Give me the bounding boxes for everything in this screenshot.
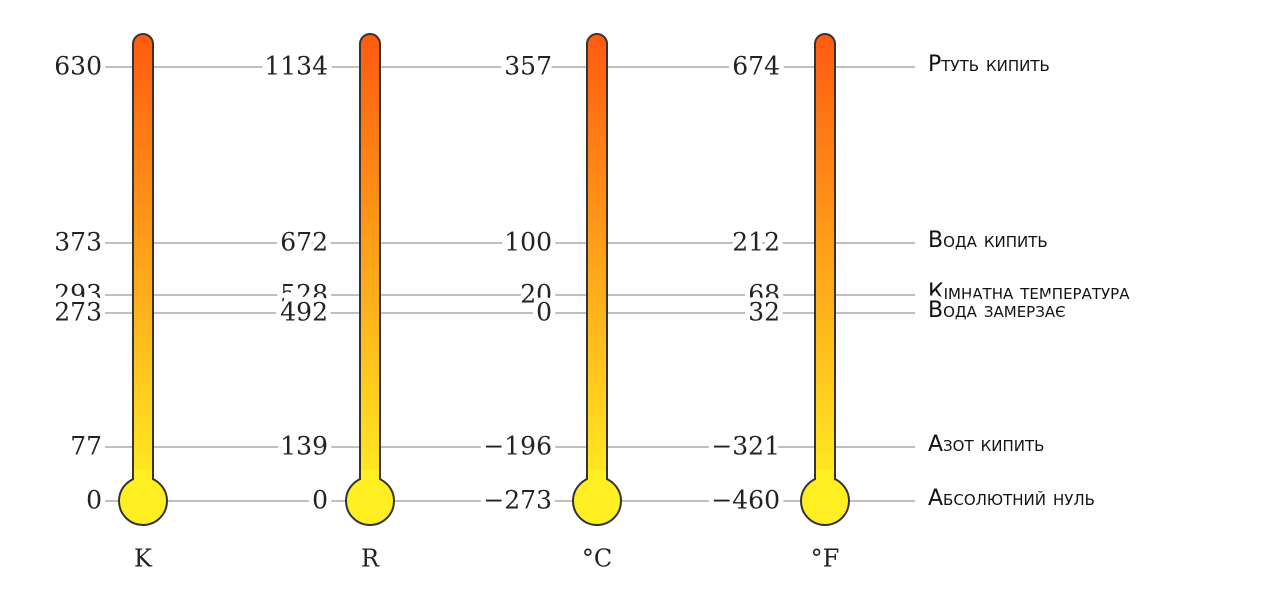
- reading: 212: [732, 228, 780, 257]
- reading: 373: [54, 228, 102, 257]
- point-label: Ртуть кипить: [928, 52, 1050, 77]
- point-label: Вода кипить: [928, 228, 1048, 253]
- reading: 528: [280, 280, 328, 309]
- thermometer-bulb: [345, 476, 395, 526]
- reading: −196: [483, 432, 552, 461]
- thermometer-tube: [132, 33, 154, 495]
- point-label: Азот кипить: [928, 432, 1044, 457]
- reading: −321: [711, 432, 780, 461]
- thermometer-tube: [586, 33, 608, 495]
- reading: 672: [280, 228, 328, 257]
- tube-join: [588, 470, 606, 482]
- unit-label: °F: [811, 545, 840, 573]
- reading: 293: [54, 280, 102, 309]
- reading: 674: [732, 52, 780, 81]
- point-label: Кімнатна температура: [928, 280, 1130, 305]
- reading: −460: [711, 486, 780, 515]
- tube-join: [134, 470, 152, 482]
- thermometer-bulb: [800, 476, 850, 526]
- reading: 273: [54, 298, 102, 327]
- reading: 0: [536, 298, 552, 327]
- thermometer-bulb: [572, 476, 622, 526]
- unit-label: R: [361, 545, 380, 573]
- point-label: Вода замерзає: [928, 298, 1066, 323]
- reading: 492: [280, 298, 328, 327]
- thermometer-bulb: [118, 476, 168, 526]
- reading: 139: [280, 432, 328, 461]
- thermometer-tube: [814, 33, 836, 495]
- reading: 32: [748, 298, 780, 327]
- tube-join: [361, 470, 379, 482]
- point-label: Абсолютний нуль: [928, 486, 1095, 511]
- reading: 68: [748, 280, 780, 309]
- tube-join: [816, 470, 834, 482]
- reading: 0: [86, 486, 102, 515]
- reading: 20: [520, 280, 552, 309]
- reading: 1134: [264, 52, 328, 81]
- thermometer-tube: [359, 33, 381, 495]
- unit-label: K: [134, 545, 153, 573]
- reading: 100: [504, 228, 552, 257]
- reading: 630: [54, 52, 102, 81]
- reading: 77: [70, 432, 102, 461]
- reading: −273: [483, 486, 552, 515]
- unit-label: °C: [582, 545, 612, 573]
- reading: 0: [312, 486, 328, 515]
- reading: 357: [504, 52, 552, 81]
